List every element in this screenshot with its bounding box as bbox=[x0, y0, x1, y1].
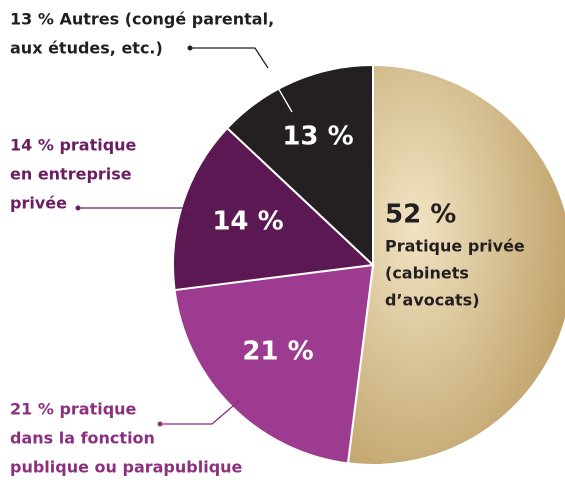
callout-dot bbox=[187, 45, 193, 51]
callout-label: 13 % Autres (congé parental, bbox=[10, 10, 274, 29]
callout-label: dans la fonction bbox=[10, 429, 155, 448]
callout-line bbox=[160, 399, 241, 425]
callout-label: publique ou parapublique bbox=[10, 458, 243, 477]
slice-label: d’avocats) bbox=[385, 291, 480, 310]
pie-slice bbox=[172, 126, 376, 292]
slice-value-label: 52 % bbox=[385, 200, 456, 230]
slice-label: (cabinets bbox=[385, 264, 469, 283]
callout-dot bbox=[75, 205, 81, 211]
pie-slice bbox=[225, 63, 374, 268]
callout-label: privée bbox=[10, 194, 67, 213]
callout-label: aux études, etc.) bbox=[10, 39, 163, 58]
slice-value-label: 13 % bbox=[282, 122, 353, 152]
pie-slice bbox=[346, 63, 565, 466]
callout-label: 21 % pratique bbox=[10, 400, 137, 419]
callout-line bbox=[190, 47, 269, 69]
slice-value-label: 14 % bbox=[212, 207, 283, 237]
slice-label: Pratique privée bbox=[385, 237, 525, 256]
slice-value-label: 21 % bbox=[242, 337, 313, 367]
callout-label: en entreprise bbox=[10, 165, 132, 184]
callout-label: 14 % pratique bbox=[10, 136, 137, 155]
callout-dot bbox=[157, 421, 163, 427]
